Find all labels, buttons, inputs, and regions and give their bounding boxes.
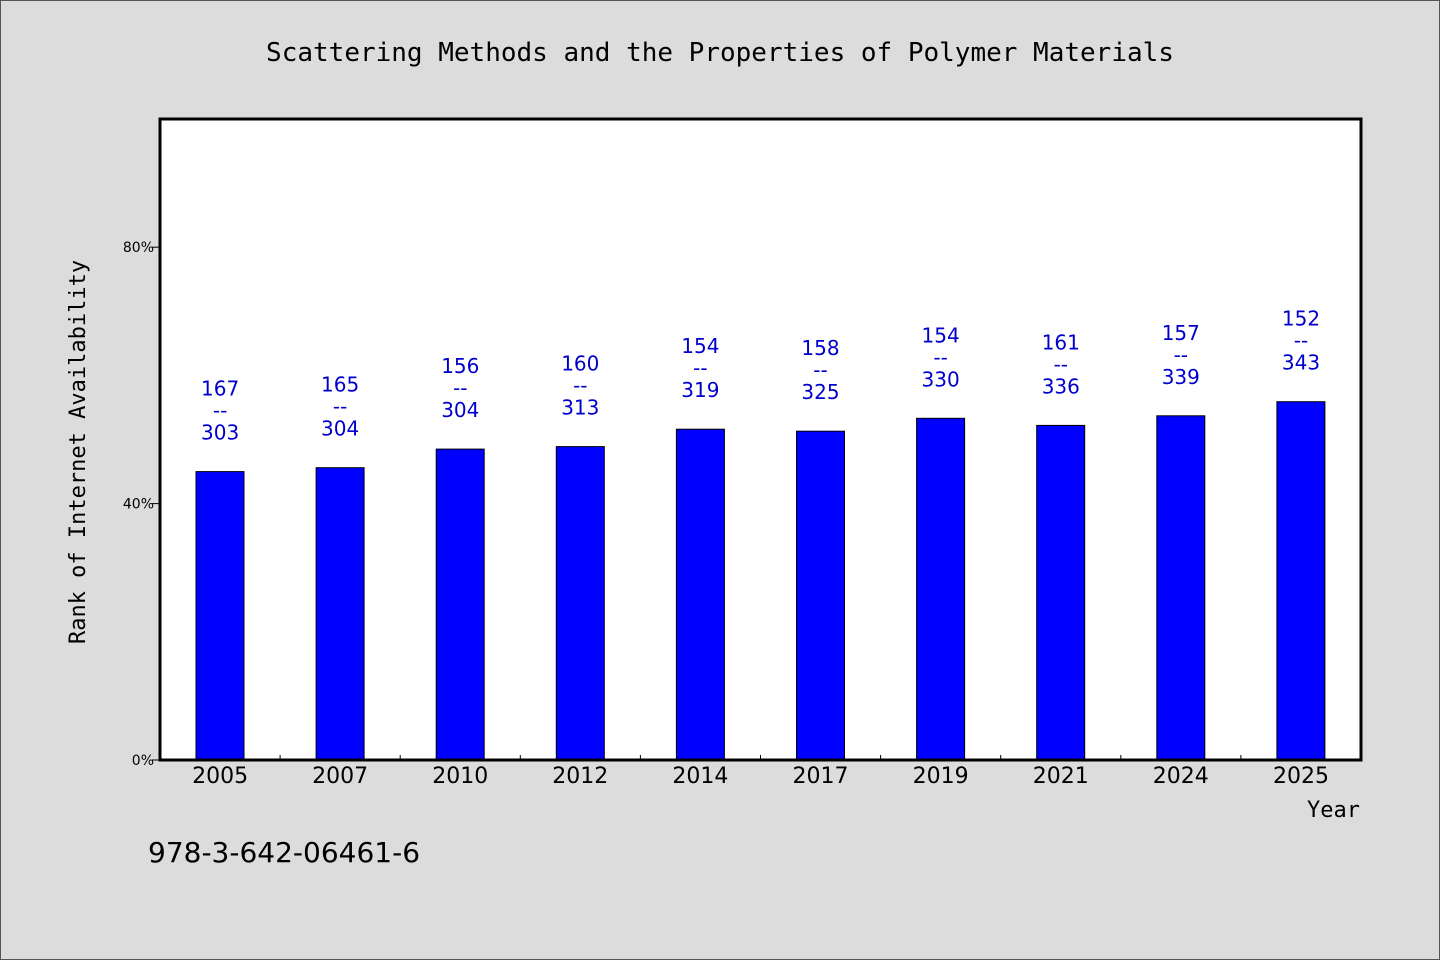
bar-2019	[916, 417, 966, 761]
bar-label-2007-2: --	[333, 395, 347, 419]
bar-label-2014-1: 154	[681, 334, 719, 358]
bar-label-2014-3: 319	[681, 378, 719, 402]
x-tick-label-2024: 2024	[1153, 764, 1209, 789]
bar-label-2019-1: 154	[922, 323, 960, 347]
x-tick-label-2025: 2025	[1273, 764, 1329, 789]
bar-label-2025-2: --	[1294, 329, 1308, 353]
bar-label-2010-1: 156	[441, 354, 479, 378]
bar-label-2007-1: 165	[321, 373, 359, 397]
bar-label-2017-3: 325	[801, 380, 839, 404]
bar-2021	[1036, 424, 1086, 761]
x-axis-label: Year	[1307, 798, 1360, 823]
y-axis-ticks: 0% 40% 80%	[123, 240, 160, 769]
bar-label-2021-3: 336	[1042, 374, 1080, 398]
bar-label-2017-1: 158	[801, 336, 839, 360]
bar-label-2021-2: --	[1054, 352, 1068, 376]
y-tick-label-0: 0%	[132, 753, 154, 769]
bar-label-2012-2: --	[573, 374, 587, 398]
bar-2014	[675, 428, 725, 761]
x-tick-label-2010: 2010	[432, 764, 488, 789]
x-tick-label-2007: 2007	[312, 764, 368, 789]
bar-label-2017-2: --	[813, 358, 827, 382]
bar-label-2012-3: 313	[561, 396, 599, 420]
bar-label-2005-1: 167	[201, 377, 239, 401]
bar-label-2024-1: 157	[1162, 321, 1200, 345]
bar-2005	[195, 471, 245, 761]
bar-label-2007-3: 304	[321, 417, 359, 441]
bar-label-2021-1: 161	[1042, 330, 1080, 354]
x-tick-label-2005: 2005	[192, 764, 248, 789]
bar-label-2025-3: 343	[1282, 351, 1320, 375]
footnote-isbn: 978-3-642-06461-6	[148, 836, 420, 869]
bar-label-2005-2: --	[213, 399, 227, 423]
bar-labels-group: 167--303165--304156--304160--313154--319…	[201, 307, 1320, 445]
y-tick-label-80: 80%	[123, 240, 154, 256]
bar-label-2012-1: 160	[561, 352, 599, 376]
bar-label-2024-2: --	[1174, 343, 1188, 367]
chart-title: Scattering Methods and the Properties of…	[266, 38, 1174, 68]
x-tick-label-2021: 2021	[1033, 764, 1089, 789]
x-tick-label-2014: 2014	[672, 764, 728, 789]
bar-label-2010-2: --	[453, 376, 467, 400]
bar-2010	[435, 448, 485, 761]
bar-label-2005-3: 303	[201, 421, 239, 445]
bar-label-2025-1: 152	[1282, 307, 1320, 331]
bar-label-2010-3: 304	[441, 398, 479, 422]
bar-2007	[315, 467, 365, 761]
bar-label-2019-3: 330	[922, 367, 960, 391]
x-tick-label-2019: 2019	[913, 764, 969, 789]
bar-2017	[796, 430, 845, 761]
bar-label-2024-3: 339	[1162, 365, 1200, 389]
bar-2012	[555, 446, 605, 761]
bar-2025	[1276, 401, 1326, 761]
bars-group	[195, 401, 1326, 761]
x-tick-label-2012: 2012	[552, 764, 608, 789]
bar-label-2019-2: --	[933, 345, 947, 369]
y-tick-label-40: 40%	[123, 497, 154, 513]
y-axis-label: Rank of Internet Availability	[66, 260, 91, 644]
bar-label-2014-2: --	[693, 356, 707, 380]
bar-2024	[1156, 415, 1206, 761]
x-tick-label-2017: 2017	[793, 764, 849, 789]
x-axis-ticks: 2005 2007 2010 2012 2014 2017 2019 2021 2024 2025	[192, 755, 1329, 789]
